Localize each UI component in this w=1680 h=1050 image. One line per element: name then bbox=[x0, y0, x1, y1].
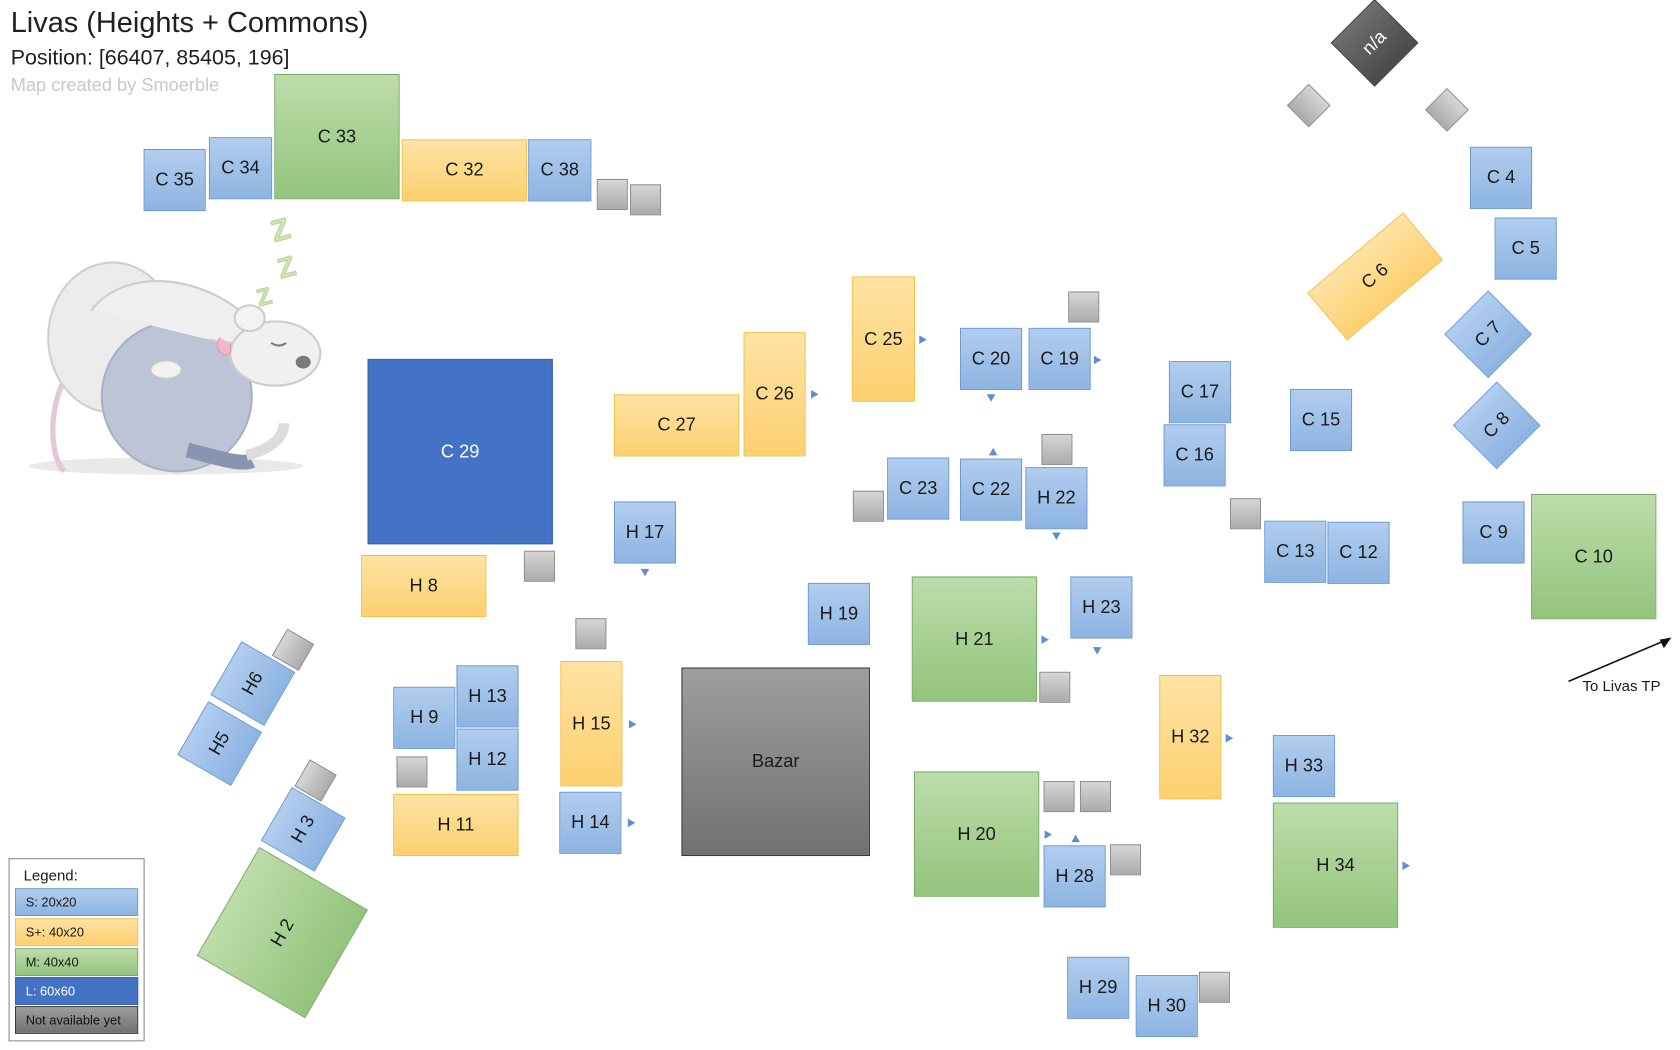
plot-c29[interactable]: C 29 bbox=[367, 358, 553, 545]
plot-h23[interactable]: H 23 bbox=[1070, 576, 1133, 639]
plot-c22[interactable]: C 22 bbox=[959, 458, 1023, 521]
plot-c9[interactable]: C 9 bbox=[1462, 501, 1525, 564]
entrance-arrow-icon bbox=[988, 447, 998, 456]
unavailable-plot bbox=[852, 490, 884, 522]
zzz-icon: Z Z Z bbox=[255, 212, 299, 311]
unavailable-plot bbox=[1041, 433, 1073, 465]
unavailable-plot bbox=[396, 756, 428, 788]
plot-c23[interactable]: C 23 bbox=[887, 457, 950, 520]
plot-h2[interactable]: H 2 bbox=[196, 847, 368, 1019]
legend-item-large: L: 60x60 bbox=[14, 977, 139, 1005]
unavailable-plot bbox=[523, 550, 555, 582]
unavailable-plot bbox=[1043, 781, 1075, 813]
plot-h19[interactable]: H 19 bbox=[807, 582, 870, 645]
plot-c17[interactable]: C 17 bbox=[1168, 361, 1232, 424]
plot-c34[interactable]: C 34 bbox=[208, 137, 273, 200]
plot-h15[interactable]: H 15 bbox=[560, 661, 623, 787]
entrance-arrow-icon bbox=[1225, 733, 1234, 743]
plot-h17[interactable]: H 17 bbox=[613, 501, 677, 564]
entrance-arrow-icon bbox=[1092, 647, 1102, 655]
svg-text:Z: Z bbox=[268, 212, 294, 249]
entrance-arrow-icon bbox=[986, 394, 996, 402]
plot-c35[interactable]: C 35 bbox=[143, 148, 206, 212]
unavailable-plot bbox=[1424, 87, 1469, 132]
plot-h8[interactable]: H 8 bbox=[361, 554, 487, 618]
plot-h28[interactable]: H 28 bbox=[1043, 845, 1106, 908]
plot-c8[interactable]: C 8 bbox=[1452, 381, 1541, 470]
unavailable-plot bbox=[1039, 671, 1071, 703]
unavailable-plot bbox=[575, 618, 607, 650]
plot-bazar[interactable]: Bazar bbox=[681, 667, 870, 857]
unavailable-plot bbox=[1286, 83, 1331, 128]
entrance-arrow-icon bbox=[1071, 834, 1080, 843]
plot-h11[interactable]: H 11 bbox=[393, 793, 519, 857]
tp-direction-arrow-icon bbox=[1568, 637, 1672, 683]
unavailable-plot bbox=[1068, 291, 1100, 323]
plot-h29[interactable]: H 29 bbox=[1067, 956, 1130, 1019]
plot-h21[interactable]: H 21 bbox=[911, 576, 1038, 702]
tp-label: To Livas TP bbox=[1582, 677, 1661, 695]
entrance-arrow-icon bbox=[811, 389, 819, 399]
legend-title: Legend: bbox=[23, 866, 78, 884]
plot-h13[interactable]: H 13 bbox=[456, 665, 519, 728]
plot-h33[interactable]: H 33 bbox=[1272, 734, 1335, 798]
entrance-arrow-icon bbox=[1041, 635, 1049, 644]
legend-item-small: S: 20x20 bbox=[14, 888, 139, 917]
unavailable-plot bbox=[596, 178, 628, 210]
plot-c5[interactable]: C 5 bbox=[1494, 217, 1557, 280]
plot-h30[interactable]: H 30 bbox=[1135, 974, 1198, 1038]
plot-h34[interactable]: H 34 bbox=[1272, 802, 1399, 928]
plot-c20[interactable]: C 20 bbox=[959, 327, 1023, 390]
plot-c26[interactable]: C 26 bbox=[743, 332, 806, 457]
legend-item-medium: M: 40x40 bbox=[14, 948, 139, 977]
plot-h22[interactable]: H 22 bbox=[1025, 467, 1088, 530]
legend-item-small-plus: S+: 40x20 bbox=[14, 918, 139, 947]
entrance-arrow-icon bbox=[628, 719, 637, 729]
plot-h32[interactable]: H 32 bbox=[1159, 674, 1222, 800]
plot-c19[interactable]: C 19 bbox=[1028, 327, 1091, 390]
plot-c27[interactable]: C 27 bbox=[613, 394, 740, 457]
entrance-arrow-icon bbox=[627, 818, 636, 828]
unavailable-plot bbox=[1229, 498, 1262, 530]
plot-na[interactable]: n/a bbox=[1330, 0, 1419, 87]
plot-c13[interactable]: C 13 bbox=[1264, 520, 1327, 583]
unavailable-plot bbox=[629, 184, 662, 216]
plot-c7[interactable]: C 7 bbox=[1444, 290, 1533, 379]
plot-h12[interactable]: H 12 bbox=[456, 728, 519, 791]
entrance-arrow-icon bbox=[1093, 355, 1102, 365]
plot-c15[interactable]: C 15 bbox=[1289, 388, 1353, 452]
plot-c6[interactable]: C 6 bbox=[1307, 212, 1444, 341]
plot-c16[interactable]: C 16 bbox=[1163, 424, 1226, 487]
plot-c33[interactable]: C 33 bbox=[274, 73, 400, 200]
plot-c38[interactable]: C 38 bbox=[528, 139, 592, 202]
unavailable-plot bbox=[1198, 971, 1230, 1003]
svg-text:Z: Z bbox=[274, 250, 298, 284]
page-title: Livas (Heights + Commons) bbox=[10, 6, 369, 39]
entrance-arrow-icon bbox=[1402, 861, 1410, 870]
plot-c4[interactable]: C 4 bbox=[1469, 146, 1533, 209]
unavailable-plot bbox=[1109, 844, 1142, 876]
entrance-arrow-icon bbox=[1044, 830, 1053, 839]
svg-text:Z: Z bbox=[255, 282, 274, 310]
plot-c32[interactable]: C 32 bbox=[401, 139, 528, 202]
entrance-arrow-icon bbox=[640, 568, 650, 577]
plot-h14[interactable]: H 14 bbox=[559, 791, 622, 854]
position-readout: Position: [66407, 85405, 196] bbox=[10, 46, 290, 70]
plot-h9[interactable]: H 9 bbox=[393, 686, 456, 749]
plot-c12[interactable]: C 12 bbox=[1327, 521, 1390, 584]
legend-item-unavailable: Not available yet bbox=[14, 1006, 139, 1034]
plot-c10[interactable]: C 10 bbox=[1531, 493, 1657, 620]
map-credit: Map created by Smoerble bbox=[10, 74, 220, 96]
legend: Legend: S: 20x20 S+: 40x20 M: 40x40 L: 6… bbox=[8, 858, 145, 1042]
sleeping-rat-icon bbox=[28, 261, 322, 475]
plot-h20[interactable]: H 20 bbox=[913, 771, 1040, 897]
entrance-arrow-icon bbox=[919, 335, 927, 344]
entrance-arrow-icon bbox=[1052, 532, 1061, 540]
unavailable-plot bbox=[1079, 781, 1112, 813]
plot-c25[interactable]: C 25 bbox=[851, 276, 915, 402]
